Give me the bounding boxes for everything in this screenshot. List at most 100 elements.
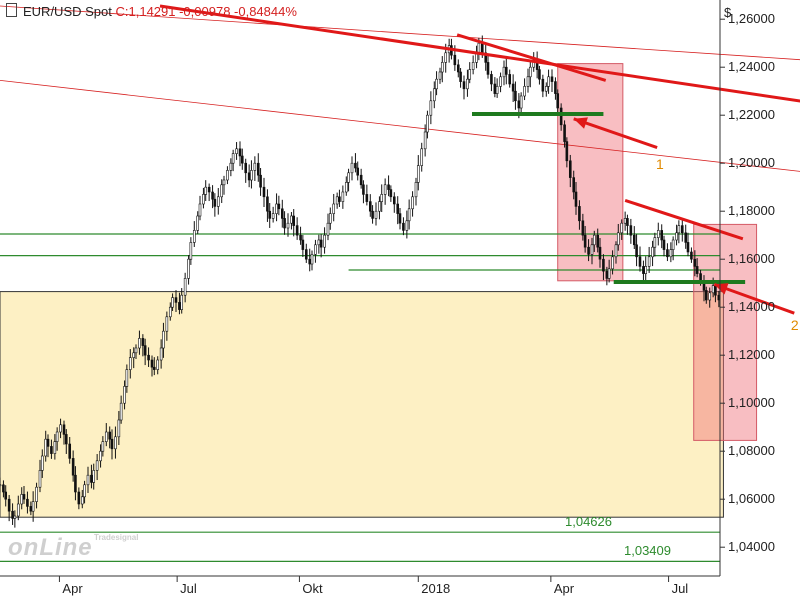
price-bar: [420, 148, 424, 166]
price-bar: [708, 292, 712, 301]
price-bar: [77, 491, 81, 505]
price-bar: [554, 81, 557, 94]
price-bar: [238, 148, 242, 157]
price-bar: [444, 52, 448, 63]
range-box: [0, 291, 724, 518]
price-bar: [229, 162, 233, 171]
price-bar: [605, 270, 609, 279]
trendline-3: [624, 198, 744, 241]
price-bar: [335, 196, 339, 205]
x-tick-label: 2018: [421, 581, 451, 596]
trendline-1: [159, 4, 800, 103]
price-bar: [704, 290, 708, 301]
price-bar: [319, 239, 323, 248]
price-bar: [202, 194, 205, 205]
chart-channel-lines: [0, 5, 800, 172]
price-bar: [429, 100, 433, 116]
arrow-label-1: 1: [656, 156, 664, 173]
price-bar: [328, 213, 332, 224]
price-bar: [405, 220, 409, 231]
price-bar: [198, 203, 202, 217]
price-bar: [11, 510, 14, 519]
price-bar: [693, 258, 697, 267]
level-label-5: 1,03409: [624, 543, 671, 559]
price-bar: [80, 496, 84, 505]
price-series: [0, 35, 721, 528]
price-bar: [29, 506, 33, 512]
price-bar: [38, 470, 42, 488]
price-bar: [275, 203, 278, 214]
price-bar: [423, 131, 427, 150]
logo-small: Tradesignal: [94, 533, 139, 542]
y-tick-label: 1,12000: [728, 347, 775, 363]
arrow-1: [573, 117, 658, 150]
price-bar: [344, 182, 348, 193]
price-bar: [55, 431, 59, 442]
price-bar: [359, 174, 363, 186]
price-bar: [578, 206, 581, 222]
price-bar: [435, 78, 438, 90]
price-bar: [2, 484, 5, 493]
price-bar: [502, 66, 506, 78]
price-bar: [13, 515, 17, 519]
y-tick-label: 1,04000: [728, 539, 775, 555]
price-bar: [471, 62, 475, 70]
x-tick-label: Apr: [62, 581, 83, 596]
price-bar: [523, 86, 526, 97]
price-bar: [90, 474, 93, 483]
price-bar: [644, 266, 648, 274]
price-bar: [526, 76, 530, 87]
price-bar: [240, 155, 244, 164]
price-bar: [686, 242, 690, 253]
logo-main: onLine: [8, 534, 93, 561]
price-bar: [189, 242, 193, 260]
x-tick-label: Apr: [553, 581, 575, 596]
price-bar: [338, 196, 341, 202]
price-bar: [653, 237, 657, 248]
price-bar: [323, 234, 326, 248]
price-bar: [20, 494, 24, 505]
price-bar: [459, 71, 462, 82]
price-bar: [614, 244, 618, 258]
x-tick-label: Jul: [671, 581, 689, 596]
trendline-2: [456, 33, 607, 82]
checkbox-icon[interactable]: [6, 3, 17, 17]
price-bar: [350, 162, 354, 174]
price-bar: [677, 225, 681, 234]
price-bar: [26, 498, 29, 507]
price-bar: [362, 184, 365, 195]
highlight-box-1: [557, 63, 624, 282]
price-bar: [647, 256, 651, 267]
price-bar: [626, 218, 629, 226]
price-bar: [511, 83, 515, 92]
price-bar: [141, 338, 145, 346]
price-bar: [108, 431, 112, 440]
price-bar: [277, 203, 281, 210]
price-bar: [59, 424, 62, 433]
price-bar: [432, 88, 436, 102]
chart-support-lines: [472, 112, 746, 284]
price-bar: [690, 251, 693, 260]
price-bar: [402, 222, 405, 231]
price-bar: [134, 347, 138, 354]
tradesignal-online-logo: onLine Tradesignal: [8, 533, 138, 562]
price-bar: [16, 503, 20, 517]
price-bar: [365, 194, 369, 202]
price-bar: [544, 86, 548, 92]
price-bar: [711, 285, 715, 294]
price-bar: [147, 354, 150, 361]
price-bar: [407, 208, 411, 222]
chart-boxes: [0, 63, 758, 518]
price-bar: [68, 443, 72, 459]
price-bar: [590, 244, 594, 255]
price-bar: [368, 201, 372, 212]
price-bar: [222, 179, 226, 186]
price-bar: [262, 186, 266, 198]
symbol-name: EUR/USD Spot: [23, 4, 112, 19]
price-bar: [211, 191, 214, 200]
price-bar: [40, 455, 44, 471]
level-label-4: 1,04626: [565, 514, 612, 530]
price-bar: [660, 230, 664, 241]
price-bar: [684, 232, 688, 243]
price-bar: [326, 222, 330, 236]
